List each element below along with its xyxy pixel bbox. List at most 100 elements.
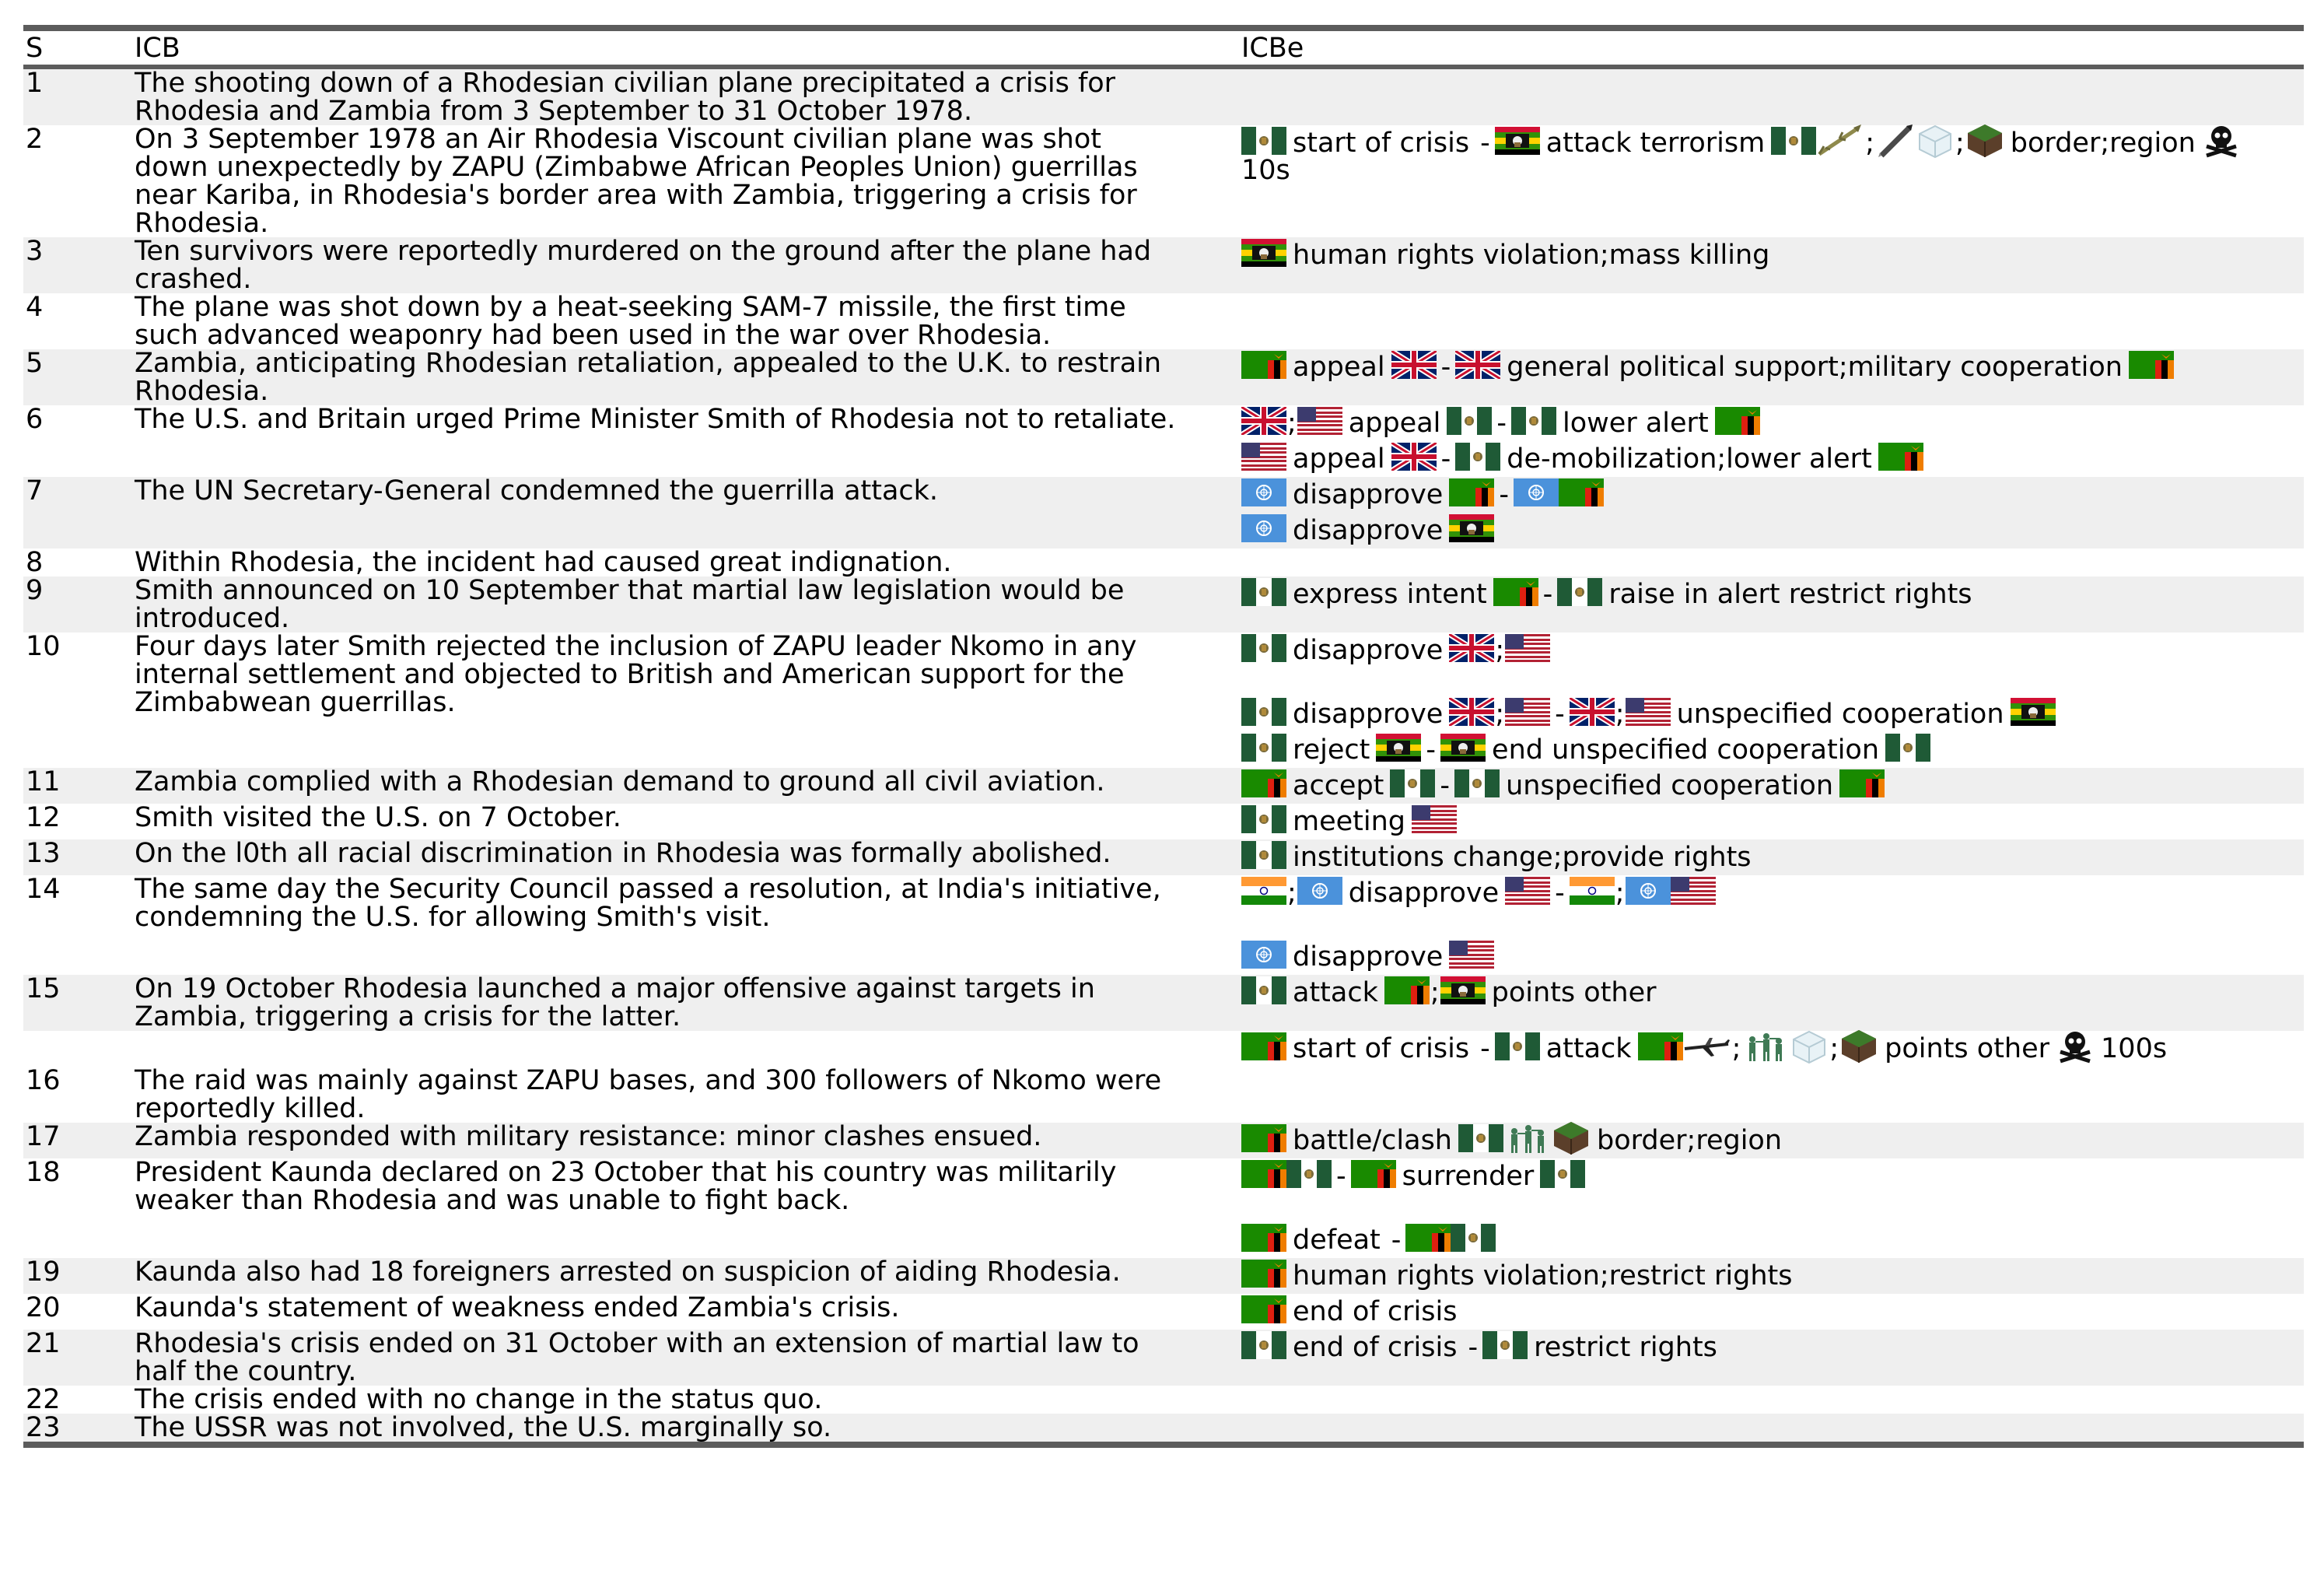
event-line: ; disapprove -; [1241,875,2304,911]
uk-icon [1447,695,1496,731]
rhodesia-icon [1241,1330,1286,1365]
event-line: human rights violation;mass killing [1241,237,2304,273]
icbe-events: battle/clash border;region [1241,1121,2304,1158]
row-number: 14 [26,874,61,905]
event-separator: - [1336,1161,1346,1192]
event-line: battle/clash border;region [1241,1121,2304,1158]
event-label: points other [1491,977,1657,1008]
icbe-events: disapprove; disapprove; -; unspecified coop… [1241,631,2304,768]
table-row: 14 The same day the Security Council pass… [23,875,2304,975]
event-separator: - [1542,579,1553,610]
icbe-events [1241,1386,2304,1414]
zapu-icon [1440,733,1486,767]
table-body: 1 The shooting down of a Rhodesian civili… [23,69,2304,1442]
skull-icon [2202,123,2241,164]
icbe-events [1241,293,2304,349]
zambia-icon [1241,1259,1286,1293]
event-label: express intent [1293,579,1487,610]
rhodesia-icon [1241,976,1286,1010]
event-separator: - [1426,734,1437,766]
icb-text: Zambia, anticipating Rhodesian retaliati… [135,349,1241,405]
event-line-continuation: 10s [1241,156,2304,184]
row-number: 6 [26,404,44,435]
icb-sentence: On 3 September 1978 an Air Rhodesia Visc… [135,124,1138,239]
zapu-icon [1440,976,1486,1010]
zambia-icon [1839,769,1885,803]
table-row: 2 On 3 September 1978 an Air Rhodesia Vis… [23,123,2304,239]
icb-text [135,1031,1241,1067]
icbe-events: ; disapprove -; disapprove [1241,875,2304,975]
event-separator: ; [1731,1033,1741,1064]
event-line: reject - end unspecified cooperation [1241,732,2304,768]
row-number: 20 [26,1292,61,1323]
icb-text: The raid was mainly against ZAPU bases, … [135,1067,1241,1123]
rhodesia-icon [1455,442,1501,476]
terrain-icon [1552,1120,1591,1162]
header-icbe: ICBe [1241,33,1304,64]
usa-icon [1505,697,1551,731]
row-number [23,1031,135,1067]
zapu-icon [1449,513,1495,548]
icbe-events: disapprove - disapprove [1241,477,2304,548]
table-row: 20 Kaunda's statement of weakness ended Z… [23,1294,2304,1330]
event-label: end of crisis [1293,1296,1458,1327]
event-separator: - [1480,128,1490,159]
india-icon [1569,876,1615,910]
rhodesia-icon [1540,1159,1586,1193]
icb-sentence: Zambia, anticipating Rhodesian retaliati… [135,348,1162,407]
usa-icon [1241,442,1286,476]
icb-sentence: The shooting down of a Rhodesian civilia… [135,68,1116,127]
table-row: 18 President Kaunda declared on 23 Octobe… [23,1158,2304,1258]
icb-sentence: The plane was shot down by a heat-seekin… [135,292,1126,351]
icb-sentence: The same day the Security Council passed… [135,874,1161,933]
event-label: attack [1545,1033,1632,1064]
event-spacer [1241,1194,2304,1222]
soldiers-icon [1503,1120,1552,1162]
rhodesia-icon [1241,633,1286,668]
row-number: 17 [26,1121,61,1152]
rhodesia-icon [1241,804,1286,839]
usa-icon [1670,876,1716,910]
terrain-icon [1965,123,2004,164]
icb-text: Smith visited the U.S. on 7 October. [135,804,1241,839]
icbe-events: - surrender defeat - [1241,1158,2304,1258]
event-separator: - [1555,878,1565,909]
zapu-icon [1241,238,1286,272]
rhodesia-icon [1454,769,1500,803]
event-separator: ; [1495,699,1505,730]
rhodesia-icon [1451,1223,1496,1257]
missile-icon [1816,123,1864,164]
row-number: 5 [26,348,44,379]
row-number: 2 [26,124,44,155]
table-row: 13 On the l0th all racial discrimination … [23,839,2304,875]
event-label: unspecified cooperation [1676,699,2004,730]
row-number: 18 [26,1157,61,1188]
cube-icon [1916,123,1955,164]
table-row: 3 Ten survivors were reportedly murdered … [23,237,2304,293]
un-icon [1241,513,1286,548]
icb-sentence: Smith announced on 10 September that mar… [135,575,1125,634]
event-label: unspecified cooperation [1506,770,1834,801]
event-line: meeting [1241,804,2304,839]
icb-text: On the l0th all racial discrimination in… [135,839,1241,875]
icb-text: President Kaunda declared on 23 October … [135,1158,1241,1258]
zambia-icon [1241,1295,1286,1329]
rhodesia-icon [1511,406,1557,440]
table-row: 4 The plane was shot down by a heat-seeki… [23,293,2304,349]
icb-text: Four days later Smith rejected the inclu… [135,633,1241,768]
event-label: attack [1293,977,1378,1008]
event-separator: ; [1955,128,1965,159]
icb-text: The same day the Security Council passed… [135,875,1241,975]
event-separator: - [1440,770,1451,801]
header-icb: ICB [135,33,180,64]
icbe-events: start of crisis - attack terrorism;; border… [1241,123,2304,237]
icb-sentence: On the l0th all racial discrimination in… [135,838,1111,869]
icb-text: Ten survivors were reportedly murdered o… [135,237,1241,293]
header-s: S [26,33,44,64]
event-label: end unspecified cooperation [1492,734,1880,766]
table-row: 5 Zambia, anticipating Rhodesian retaliat… [23,348,2304,405]
icbe-events: accept - unspecified cooperation [1241,768,2304,804]
icbe-events: start of crisis - attack;; points other 100s [1241,1029,2304,1067]
icb-text: Smith announced on 10 September that mar… [135,576,1241,633]
event-label: restrict rights [1534,1332,1717,1363]
